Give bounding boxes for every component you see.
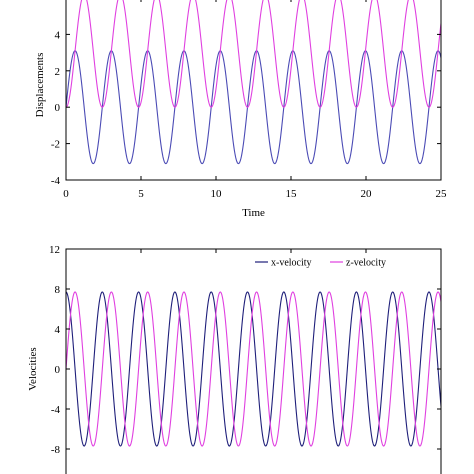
legend-label-z-velocity: z-velocity	[346, 258, 386, 269]
displacement-series-line-1	[65, 0, 442, 108]
velocity-x-ticks	[65, 249, 442, 253]
displacement-x-tick-label: 5	[138, 188, 144, 200]
displacement-y-tick-label: -4	[51, 175, 61, 187]
displacement-chart: -4 -2 0 2 4 0 5 10 15 20 25 Time Displacements	[34, 0, 447, 219]
displacement-y-tick-label: -2	[51, 139, 60, 151]
displacement-x-tick-label: 20	[361, 188, 373, 200]
displacement-y-tick-label: 2	[55, 66, 61, 78]
displacement-x-ticks: 0 5 10 15 20 25	[63, 0, 447, 200]
velocity-series-group	[65, 291, 442, 447]
displacement-y-axis-title: Displacements	[34, 53, 46, 118]
displacement-series-line-0	[65, 50, 442, 165]
displacement-x-tick-label: 10	[211, 188, 223, 200]
displacement-plot-frame	[65, 0, 442, 181]
velocity-series-line-0	[65, 291, 442, 447]
velocity-y-tick-label: 4	[55, 324, 61, 336]
velocity-y-tick-label: 0	[55, 364, 61, 376]
displacement-y-ticks: -4 -2 0 2 4	[51, 29, 441, 187]
displacement-x-axis-title: Time	[242, 207, 265, 219]
velocity-y-tick-label: 12	[49, 244, 60, 256]
velocity-y-axis-title: Velocities	[27, 347, 39, 390]
displacement-series-group	[65, 0, 442, 165]
velocity-y-tick-label: -8	[51, 444, 61, 456]
displacement-x-tick-label: 0	[63, 188, 69, 200]
velocity-y-tick-label: 8	[55, 284, 61, 296]
displacement-x-tick-label: 15	[286, 188, 298, 200]
displacement-y-tick-label: 0	[55, 102, 61, 114]
displacement-y-tick-label: 4	[55, 29, 61, 41]
velocity-series-line-1	[65, 291, 442, 447]
displacement-x-tick-label: 25	[436, 188, 448, 200]
legend-label-x-velocity: x-velocity	[271, 258, 312, 269]
velocity-y-tick-label: -4	[51, 404, 61, 416]
velocity-legend: x-velocity z-velocity	[255, 258, 386, 269]
